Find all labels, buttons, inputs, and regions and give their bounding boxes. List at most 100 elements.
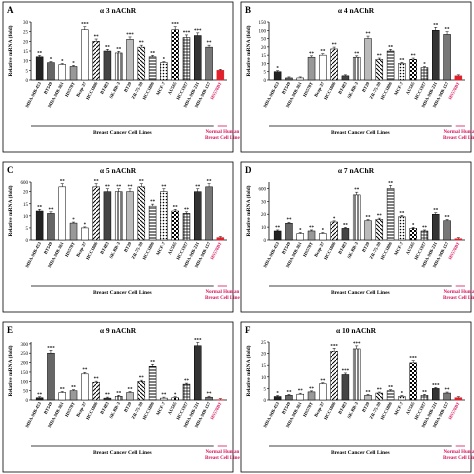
bar	[296, 77, 304, 81]
y-tick-label: 25	[23, 31, 29, 36]
bar	[216, 70, 225, 81]
y-axis-label: Relative mRNA (fold)	[245, 185, 252, 236]
bar	[35, 210, 44, 241]
significance-label: **	[388, 45, 394, 50]
significance-label: **	[150, 51, 156, 56]
bar	[47, 352, 55, 401]
significance-label: **	[320, 379, 326, 384]
bar	[386, 188, 395, 241]
significance-label: **	[399, 58, 405, 63]
bar	[137, 46, 146, 81]
significance-label: **	[173, 205, 179, 210]
y-tick-label: 5	[264, 71, 267, 76]
panel-title: α 10 nAChR	[336, 326, 377, 335]
bar	[409, 362, 417, 401]
y-tick-label: 15	[261, 54, 267, 59]
bar	[194, 191, 202, 241]
bar	[296, 233, 304, 241]
significance-label: **	[184, 379, 190, 384]
significance-label: **	[366, 390, 372, 395]
bar	[103, 191, 112, 241]
y-tick-label: 25	[261, 341, 267, 346]
y-tick-label: 10	[261, 62, 267, 67]
significance-label: **	[411, 54, 417, 59]
bar	[364, 220, 372, 241]
bar	[148, 56, 157, 81]
significance-label: **	[354, 188, 360, 193]
group-label-normal-2: Breast Cell Line	[205, 296, 240, 301]
bar	[307, 230, 316, 241]
category-label: MCF-7	[155, 81, 166, 97]
significance-label: **	[298, 389, 304, 394]
significance-label: **	[82, 368, 88, 373]
significance-label: **	[150, 200, 156, 205]
significance-label: *	[72, 218, 75, 223]
bar	[92, 186, 100, 241]
y-axis-label: Relative mRNA (fold)	[7, 25, 14, 76]
bar	[114, 396, 123, 401]
significance-label: **	[94, 377, 100, 382]
significance-label: *	[322, 229, 325, 234]
category-label: AU565	[405, 401, 416, 416]
significance-label: *	[72, 61, 75, 66]
bar	[69, 390, 78, 401]
bar	[35, 56, 44, 81]
y-tick-label: 20	[23, 40, 29, 45]
significance-label: **	[195, 185, 201, 190]
group-label-cancer: Breast Cancer Cell Lines	[93, 130, 152, 136]
bar	[92, 41, 100, 81]
y-tick-label: 30	[261, 200, 267, 205]
y-tick-label: 100	[259, 29, 267, 34]
bar	[375, 219, 384, 241]
significance-label: **	[94, 35, 100, 40]
group-label-normal-1: Normal Human	[205, 450, 239, 455]
bar	[319, 54, 327, 81]
significance-label: **	[37, 205, 43, 210]
bar	[319, 383, 327, 401]
bar	[171, 210, 179, 241]
y-tick-label: 15	[23, 50, 29, 55]
significance-label: **	[320, 50, 326, 55]
y-tick-label: 10	[23, 215, 29, 220]
bar	[307, 391, 316, 401]
significance-label: *	[299, 229, 302, 234]
bar	[375, 59, 384, 81]
significance-label: **	[388, 386, 394, 391]
group-label-normal-1: Normal Human	[205, 130, 239, 135]
bar	[58, 64, 66, 81]
bar	[47, 213, 55, 241]
bar	[81, 29, 89, 81]
bar	[352, 194, 361, 241]
bar	[103, 50, 112, 81]
bar	[352, 56, 361, 81]
bar	[443, 34, 451, 81]
significance-label: **	[275, 226, 281, 231]
significance-label: **	[37, 51, 43, 56]
bar	[103, 397, 112, 401]
group-label-normal-1: Normal Human	[443, 290, 474, 295]
category-label: MCF-7	[155, 401, 166, 417]
significance-label: **	[184, 208, 190, 213]
category-label: BT483	[337, 401, 348, 415]
significance-label: ***	[126, 33, 134, 38]
bar	[205, 396, 213, 401]
category-label: MCF-7	[393, 401, 404, 417]
panel-title: α 5 nAChR	[100, 166, 137, 175]
y-tick-label: 5	[264, 387, 267, 392]
y-axis-label: Relative mRNA (fold)	[245, 25, 252, 76]
y-tick-label: 600	[259, 187, 267, 192]
y-axis-label: Relative mRNA (fold)	[7, 185, 14, 236]
significance-label: **	[309, 387, 315, 392]
category-label: MCF-7	[393, 81, 404, 97]
significance-label: *	[412, 223, 415, 228]
significance-label: **	[207, 180, 213, 185]
y-tick-label: 5	[26, 69, 29, 74]
significance-label: **	[116, 47, 122, 52]
significance-label: *	[84, 223, 87, 228]
significance-label: **	[332, 43, 338, 48]
category-label: AU565	[167, 401, 178, 416]
group-label-normal-2: Breast Cell Line	[205, 456, 240, 461]
